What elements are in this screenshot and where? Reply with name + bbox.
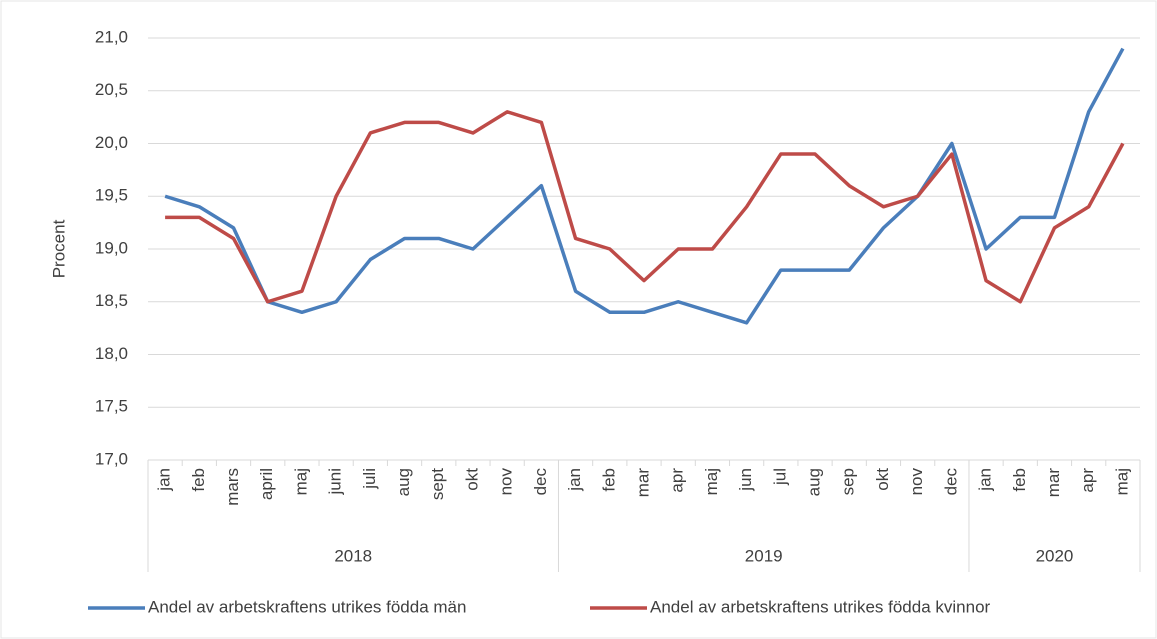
y-tick-label: 17,5 bbox=[95, 397, 128, 416]
x-tick-label: okt bbox=[873, 468, 892, 491]
x-tick-label: feb bbox=[189, 468, 208, 492]
x-tick-label: maj bbox=[702, 468, 721, 495]
x-tick-label: apr bbox=[1078, 468, 1097, 493]
x-tick-label: feb bbox=[599, 468, 618, 492]
x-tick-label: nov bbox=[907, 468, 926, 496]
x-tick-label: sep bbox=[839, 468, 858, 495]
x-tick-label: apr bbox=[668, 468, 687, 493]
x-tick-label: mar bbox=[633, 468, 652, 498]
x-tick-label: sept bbox=[428, 468, 447, 500]
x-tick-label: juni bbox=[326, 468, 345, 495]
series-line bbox=[165, 110, 1125, 304]
y-tick-label: 18,0 bbox=[95, 344, 128, 363]
y-axis-label: Procent bbox=[49, 219, 68, 278]
legend-label: Andel av arbetskraftens utrikes födda kv… bbox=[650, 597, 991, 616]
y-tick-label: 17,0 bbox=[95, 449, 128, 468]
y-tick-label: 20,0 bbox=[95, 133, 128, 152]
x-tick-label: jul bbox=[770, 468, 789, 486]
y-tick-label: 19,5 bbox=[95, 186, 128, 205]
x-tick-label: feb bbox=[1010, 468, 1029, 492]
x-tick-label: april bbox=[257, 468, 276, 500]
x-tick-label: jan bbox=[565, 468, 584, 492]
x-tick-label: maj bbox=[1112, 468, 1131, 495]
series-line bbox=[164, 47, 1125, 325]
x-tick-label: aug bbox=[805, 468, 824, 496]
x-group-label: 2020 bbox=[1036, 546, 1074, 565]
x-group-label: 2019 bbox=[745, 546, 783, 565]
x-tick-label: jun bbox=[736, 468, 755, 492]
y-tick-label: 20,5 bbox=[95, 80, 128, 99]
x-tick-label: jan bbox=[155, 468, 174, 492]
x-tick-label: aug bbox=[394, 468, 413, 496]
x-tick-label: jan bbox=[976, 468, 995, 492]
x-tick-label: mars bbox=[223, 468, 242, 506]
x-tick-label: mar bbox=[1044, 468, 1063, 498]
x-tick-label: okt bbox=[462, 468, 481, 491]
legend-label: Andel av arbetskraftens utrikes födda mä… bbox=[148, 597, 466, 616]
x-group-label: 2018 bbox=[334, 546, 372, 565]
x-tick-label: maj bbox=[291, 468, 310, 495]
x-tick-label: juli bbox=[360, 468, 379, 490]
y-tick-label: 19,0 bbox=[95, 238, 128, 257]
x-tick-label: dec bbox=[941, 468, 960, 496]
y-tick-label: 21,0 bbox=[95, 27, 128, 46]
x-tick-label: nov bbox=[497, 468, 516, 496]
y-tick-label: 18,5 bbox=[95, 291, 128, 310]
x-tick-label: dec bbox=[531, 468, 550, 496]
